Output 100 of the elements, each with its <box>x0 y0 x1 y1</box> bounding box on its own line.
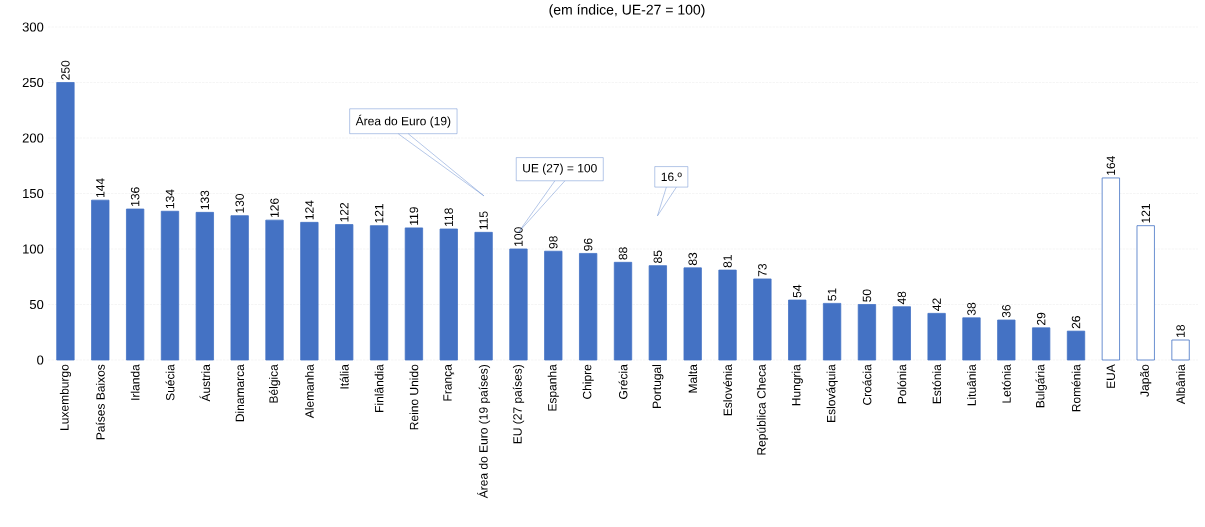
x-tick-label: Países Baixos <box>95 364 105 440</box>
bar <box>91 199 110 361</box>
x-tick-label: Áustria <box>199 364 211 402</box>
x-tick-label: Itália <box>339 364 349 389</box>
bar <box>718 269 737 361</box>
bar <box>509 248 528 361</box>
bar <box>927 312 946 361</box>
bar <box>613 261 633 361</box>
bar <box>1171 339 1190 361</box>
bar <box>230 215 249 361</box>
y-tick-label: 200 <box>22 133 44 143</box>
bar <box>1136 225 1155 361</box>
data-label: 124 <box>305 200 314 220</box>
x-tick-label: EUA <box>1106 364 1116 388</box>
data-label: 36 <box>1002 305 1011 318</box>
x-tick-label: Reino Unido <box>409 364 419 430</box>
bar <box>265 219 284 361</box>
bar <box>544 250 563 361</box>
x-tick-label: Roménia <box>1071 364 1081 412</box>
data-label: 73 <box>758 263 767 277</box>
x-tick-label: Bélgica <box>268 364 281 403</box>
bar <box>126 208 145 361</box>
x-tick-label: Irlanda <box>130 364 140 400</box>
bar <box>369 225 389 361</box>
x-tick-label: Portugal <box>652 364 664 408</box>
x-tick-label: Espanha <box>547 364 559 411</box>
x-tick-label: Croácia <box>862 364 872 405</box>
y-tick-label: 50 <box>29 299 44 310</box>
data-label: 42 <box>932 298 941 311</box>
data-label: 96 <box>583 238 593 251</box>
x-tick-label: Estónia <box>932 364 942 404</box>
bar <box>195 211 214 361</box>
bar <box>160 210 180 361</box>
x-tick-label: EU (27 países) <box>512 364 525 444</box>
x-tick-label: Letónia <box>1001 364 1011 403</box>
bar <box>857 304 877 361</box>
bar <box>404 227 424 361</box>
data-label: 38 <box>967 302 976 316</box>
x-tick-label: Grécia <box>618 364 628 399</box>
x-tick-label: Chipre <box>582 364 594 399</box>
bar <box>335 224 354 361</box>
x-tick-label: Japão <box>1140 364 1152 397</box>
data-label: 134 <box>165 189 175 209</box>
x-tick-label: Polónia <box>897 364 907 404</box>
x-tick-label: Dinamarca <box>235 364 245 422</box>
data-label: 100 <box>514 227 523 246</box>
bar <box>439 228 458 361</box>
data-label: 98 <box>549 236 558 249</box>
bar <box>648 265 667 361</box>
bar <box>788 299 807 361</box>
data-label: 136 <box>130 187 140 206</box>
data-label: 119 <box>409 207 419 225</box>
bar <box>300 221 319 361</box>
data-label: 164 <box>1106 156 1116 175</box>
data-label: 51 <box>827 288 837 301</box>
x-tick-label: Área do Euro (19 países) <box>477 364 491 499</box>
bar <box>892 306 911 361</box>
data-label: 18 <box>1176 324 1185 337</box>
data-label: 81 <box>723 255 732 268</box>
x-tick-label: Suécia <box>165 364 175 401</box>
bar <box>822 302 842 361</box>
data-label: 130 <box>235 193 244 213</box>
data-label: 85 <box>653 250 663 263</box>
data-label: 250 <box>61 60 70 80</box>
data-label: 88 <box>618 247 628 260</box>
data-label: 48 <box>897 291 907 305</box>
x-tick-label: Eslovénia <box>723 364 733 416</box>
bar <box>474 231 493 361</box>
bar <box>1066 330 1086 361</box>
data-label: 54 <box>793 284 802 298</box>
annotation: UE (27) = 100 <box>523 163 597 175</box>
data-label: 26 <box>1071 316 1081 329</box>
x-tick-label: Luxemburgo <box>59 364 72 430</box>
x-tick-label: Hungria <box>791 364 803 406</box>
data-label: 121 <box>1141 204 1150 223</box>
y-tick-label: 0 <box>37 355 44 365</box>
x-tick-label: República Checa <box>756 364 769 455</box>
x-tick-label: Lituânia <box>967 364 976 406</box>
data-label: 29 <box>1036 312 1046 325</box>
bar <box>579 253 598 361</box>
data-label: 118 <box>444 208 453 226</box>
x-tick-label: Alemanha <box>304 364 314 419</box>
x-tick-label: Albânia <box>1176 364 1185 405</box>
x-tick-label: Eslováquia <box>826 364 838 422</box>
data-label: 144 <box>96 178 105 198</box>
y-tick-label: 250 <box>22 77 44 88</box>
annotation: Área do Euro (19) <box>355 114 451 128</box>
bar <box>1032 327 1051 361</box>
bar <box>962 317 981 361</box>
x-tick-label: Bulgária <box>1035 364 1047 408</box>
data-label: 126 <box>270 198 279 218</box>
bar <box>1101 177 1120 361</box>
bar <box>683 267 702 361</box>
chart-subtitle: (em índice, UE-27 = 100) <box>549 4 705 18</box>
bar <box>56 82 75 361</box>
x-tick-label: Finlândia <box>374 364 384 412</box>
data-label: 121 <box>374 204 384 223</box>
annotation: 16.º <box>661 172 682 182</box>
data-label: 83 <box>688 252 697 266</box>
data-label: 122 <box>340 202 349 222</box>
